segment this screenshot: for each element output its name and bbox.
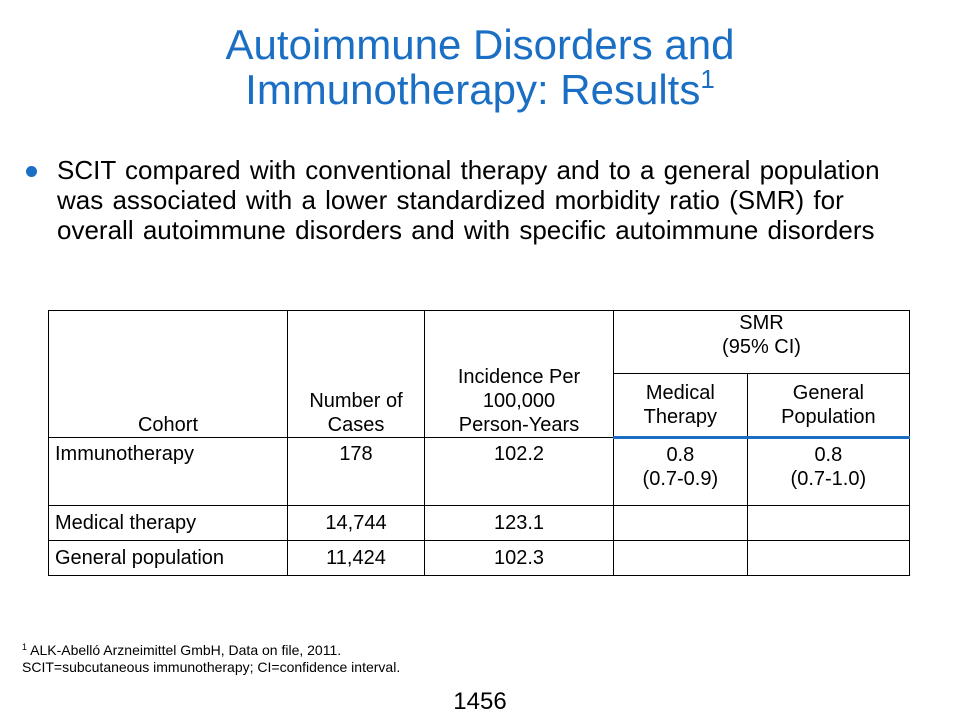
cell-smr-general — [746, 505, 911, 541]
title-reference-mark: 1 — [700, 64, 715, 94]
header-incidence: Incidence Per 100,000 Person-Years — [424, 310, 614, 438]
cell-incidence: 102.2 — [424, 437, 614, 506]
header-cohort: Cohort — [48, 310, 288, 438]
cell-smr-general: 0.8 (0.7-1.0) — [746, 437, 911, 506]
header-number-of-cases: Number of Cases — [287, 310, 425, 438]
footnote-line-2: SCIT=subcutaneous immunotherapy; CI=conf… — [22, 659, 401, 675]
cell-cohort: Immunotherapy — [48, 437, 288, 506]
title-line-2: Immunotherapy: Results1 — [0, 64, 960, 113]
header-row-1: Cohort Number of Cases Incidence Per 100… — [48, 310, 910, 438]
slide-title: Autoimmune Disorders and Immunotherapy: … — [0, 22, 960, 112]
table-row: Immunotherapy 178 102.2 0.8 (0.7-0.9) 0.… — [48, 437, 911, 506]
bullet-dot-icon — [26, 166, 37, 177]
bullet-text: SCIT compared with conventional therapy … — [57, 155, 880, 245]
footnote-reference-mark: 1 — [22, 642, 28, 652]
cell-cohort: Medical therapy — [48, 505, 288, 541]
cell-smr-medical: 0.8 (0.7-0.9) — [613, 437, 748, 506]
header-row-2: Medical Therapy General Population — [49, 373, 911, 439]
results-table: Cohort Number of Cases Incidence Per 100… — [48, 310, 911, 576]
cell-cases: 14,744 — [287, 505, 425, 541]
cell-smr-general — [746, 540, 911, 576]
cell-cases: 178 — [287, 437, 425, 506]
footnote: 1 ALK-Abelló Arzneimittel GmbH, Data on … — [22, 642, 400, 676]
title-line-1: Autoimmune Disorders and — [225, 21, 735, 68]
footnote-citation: ALK-Abelló Arzneimittel GmbH, Data on fi… — [27, 642, 342, 658]
cell-smr-medical — [613, 540, 748, 576]
table-row: Medical therapy 14,744 123.1 — [48, 505, 911, 541]
cell-incidence: 102.3 — [424, 540, 614, 576]
cell-incidence: 123.1 — [424, 505, 614, 541]
cell-cohort: General population — [48, 540, 288, 576]
cell-smr-medical — [613, 505, 748, 541]
header-smr: SMR (95% CI) — [613, 310, 910, 374]
bullet-point: SCIT compared with conventional therapy … — [22, 155, 922, 245]
header-smr-medical-therapy: Medical Therapy — [613, 373, 748, 439]
header-smr-general-population: General Population — [746, 373, 911, 439]
cell-cases: 11,424 — [287, 540, 425, 576]
table-row: General population 11,424 102.3 — [48, 540, 911, 576]
slide-number: 1456 — [453, 688, 507, 715]
footnote-line-1: 1 ALK-Abelló Arzneimittel GmbH, Data on … — [22, 642, 400, 659]
title-line-2-text: Immunotherapy: Results — [245, 66, 701, 113]
